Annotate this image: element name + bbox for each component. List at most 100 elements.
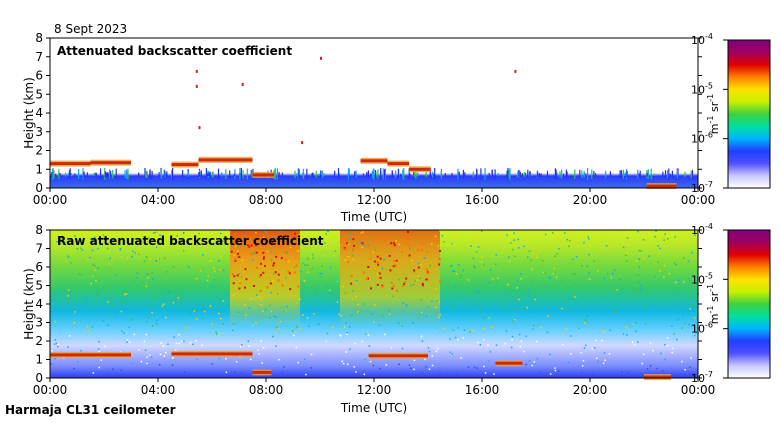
signal-speck [664, 265, 666, 267]
signal-speck [218, 260, 220, 262]
signal-speck [654, 174, 655, 176]
signal-speck [246, 278, 248, 280]
signal-speck [476, 251, 478, 253]
y-tick-label: 6 [35, 260, 43, 274]
signal-speck [545, 285, 547, 287]
signal-speck [432, 355, 434, 357]
signal-speck [364, 359, 366, 361]
signal-speck [138, 285, 140, 287]
signal-speck [564, 232, 566, 234]
signal-speck [676, 339, 678, 341]
signal-speck [592, 373, 594, 375]
signal-speck [327, 231, 329, 233]
signal-speck [338, 313, 340, 315]
signal-speck [363, 303, 365, 305]
signal-speck [625, 255, 627, 257]
signal-speck [381, 286, 383, 288]
signal-speck [427, 231, 429, 233]
panel1-colorbar: 10-710-610-510-4m-1 sr-1 [691, 32, 770, 195]
signal-speck [301, 141, 303, 144]
signal-speck [581, 352, 583, 354]
signal-speck [693, 311, 695, 313]
signal-speck [252, 325, 254, 327]
signal-speck [422, 340, 424, 342]
signal-speck [688, 297, 690, 299]
signal-speck [403, 283, 405, 285]
signal-speck [439, 258, 441, 260]
signal-speck [509, 168, 510, 180]
signal-speck [463, 337, 465, 339]
y-tick-label: 4 [35, 297, 43, 311]
signal-speck [550, 373, 552, 375]
signal-speck [689, 308, 691, 310]
signal-speck [429, 369, 431, 371]
signal-speck [229, 170, 230, 178]
signal-speck [160, 354, 162, 356]
signal-speck [679, 292, 681, 294]
signal-speck [398, 322, 400, 324]
x-tick-label: 04:00 [141, 193, 176, 207]
signal-speck [480, 308, 482, 310]
signal-speck [102, 320, 104, 322]
signal-speck [520, 172, 521, 177]
signal-speck [393, 285, 395, 287]
signal-speck [351, 315, 353, 317]
signal-speck [638, 275, 640, 277]
signal-speck [445, 173, 446, 176]
signal-speck [156, 260, 158, 262]
signal-speck [126, 342, 128, 344]
signal-speck [337, 301, 339, 303]
signal-speck [307, 265, 309, 267]
signal-speck [409, 364, 411, 366]
signal-speck [593, 171, 594, 178]
signal-speck [539, 173, 540, 176]
signal-speck [263, 258, 265, 260]
signal-speck [637, 341, 639, 343]
signal-speck [692, 170, 693, 179]
signal-speck [361, 246, 363, 248]
signal-speck [462, 270, 464, 272]
signal-speck [613, 300, 615, 302]
signal-speck [496, 281, 498, 283]
signal-speck [234, 372, 236, 374]
signal-speck [660, 353, 662, 355]
signal-speck [449, 281, 451, 283]
signal-speck [438, 301, 440, 303]
signal-speck [279, 173, 280, 176]
signal-speck [681, 361, 683, 363]
signal-speck [632, 342, 634, 344]
signal-speck [274, 252, 276, 254]
signal-speck [668, 169, 669, 180]
signal-speck [504, 293, 506, 295]
signal-speck [422, 283, 424, 285]
panel2-x-label: Time (UTC) [340, 401, 407, 415]
signal-speck [405, 278, 407, 280]
signal-speck [329, 290, 331, 292]
signal-speck [450, 304, 452, 306]
signal-speck [563, 174, 564, 176]
signal-speck [636, 260, 638, 262]
signal-speck [374, 304, 376, 306]
signal-speck [163, 304, 165, 306]
signal-speck [655, 276, 657, 278]
signal-speck [450, 338, 452, 340]
signal-speck [461, 310, 463, 312]
signal-speck [110, 258, 112, 260]
signal-speck [125, 170, 126, 178]
signal-speck [109, 169, 110, 178]
signal-speck [145, 170, 146, 178]
signal-speck [533, 325, 535, 327]
signal-speck [63, 231, 65, 233]
signal-speck [248, 307, 250, 309]
signal-speck [660, 248, 662, 250]
signal-speck [157, 174, 158, 176]
signal-speck [584, 322, 586, 324]
signal-speck [142, 282, 144, 284]
signal-speck [252, 259, 254, 261]
signal-speck [313, 313, 315, 315]
signal-speck [164, 355, 166, 357]
signal-speck [656, 368, 658, 370]
signal-speck [220, 332, 222, 334]
signal-speck [520, 273, 522, 275]
signal-speck [366, 278, 368, 280]
